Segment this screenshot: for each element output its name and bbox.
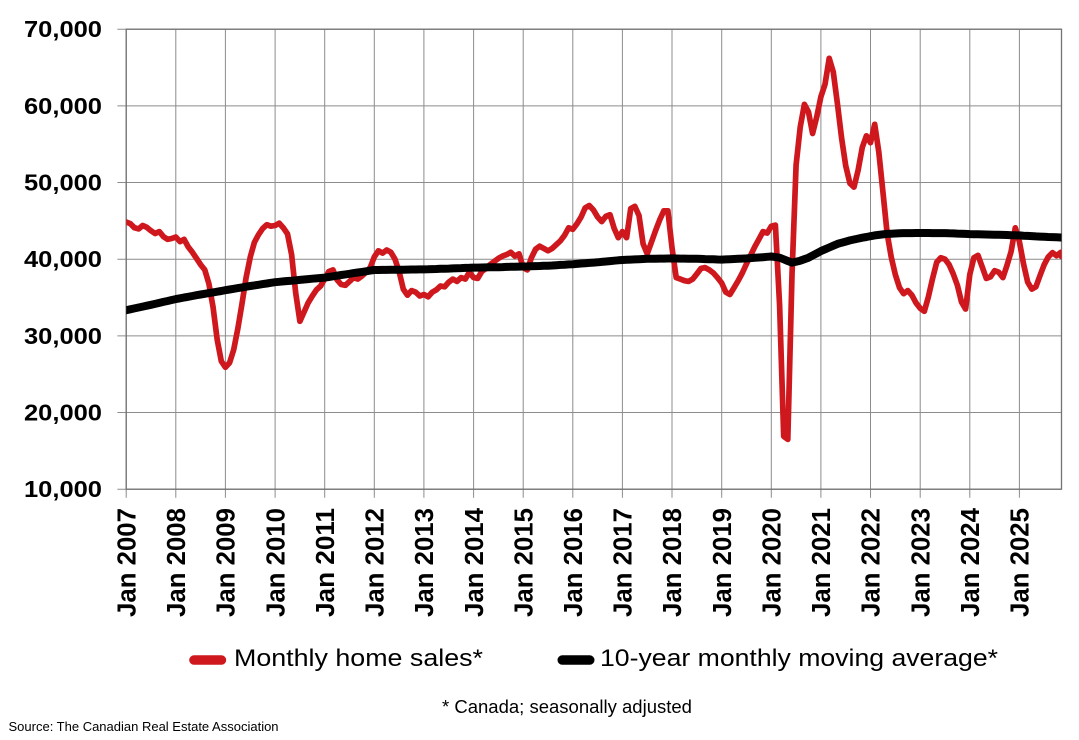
svg-text:Jan 2012: Jan 2012 <box>362 508 390 617</box>
svg-text:Jan 2024: Jan 2024 <box>957 507 985 617</box>
svg-text:Jan 2021: Jan 2021 <box>808 508 836 617</box>
svg-text:Jan 2010: Jan 2010 <box>262 508 290 617</box>
svg-text:30,000: 30,000 <box>24 323 102 349</box>
svg-text:Jan 2023: Jan 2023 <box>907 508 935 617</box>
svg-text:Monthly home sales*: Monthly home sales* <box>234 645 483 672</box>
svg-text:50,000: 50,000 <box>24 169 102 195</box>
svg-text:70,000: 70,000 <box>24 16 102 42</box>
svg-text:Jan 2025: Jan 2025 <box>1007 508 1035 617</box>
svg-text:Jan 2020: Jan 2020 <box>759 508 787 617</box>
svg-text:Jan 2007: Jan 2007 <box>113 508 141 617</box>
svg-text:Source: The Canadian Real Esta: Source: The Canadian Real Estate Associa… <box>9 719 279 734</box>
svg-text:10-year monthly moving average: 10-year monthly moving average* <box>600 645 998 672</box>
svg-text:60,000: 60,000 <box>24 93 102 119</box>
svg-text:Jan 2019: Jan 2019 <box>709 508 737 617</box>
svg-text:Jan 2015: Jan 2015 <box>510 508 538 617</box>
svg-text:Jan 2014: Jan 2014 <box>461 507 489 617</box>
svg-text:Jan 2016: Jan 2016 <box>560 508 588 617</box>
svg-text:* Canada; seasonally adjusted: * Canada; seasonally adjusted <box>442 696 692 717</box>
svg-text:Jan 2017: Jan 2017 <box>610 508 638 617</box>
svg-text:40,000: 40,000 <box>24 246 102 272</box>
svg-text:Jan 2022: Jan 2022 <box>858 508 886 617</box>
svg-text:10,000: 10,000 <box>24 476 102 502</box>
svg-text:Jan 2009: Jan 2009 <box>213 508 241 617</box>
svg-text:20,000: 20,000 <box>24 399 102 425</box>
svg-text:Jan 2013: Jan 2013 <box>411 508 439 617</box>
svg-text:Jan 2018: Jan 2018 <box>659 508 687 617</box>
svg-text:Jan 2011: Jan 2011 <box>312 508 340 617</box>
svg-text:Jan 2008: Jan 2008 <box>163 508 191 617</box>
